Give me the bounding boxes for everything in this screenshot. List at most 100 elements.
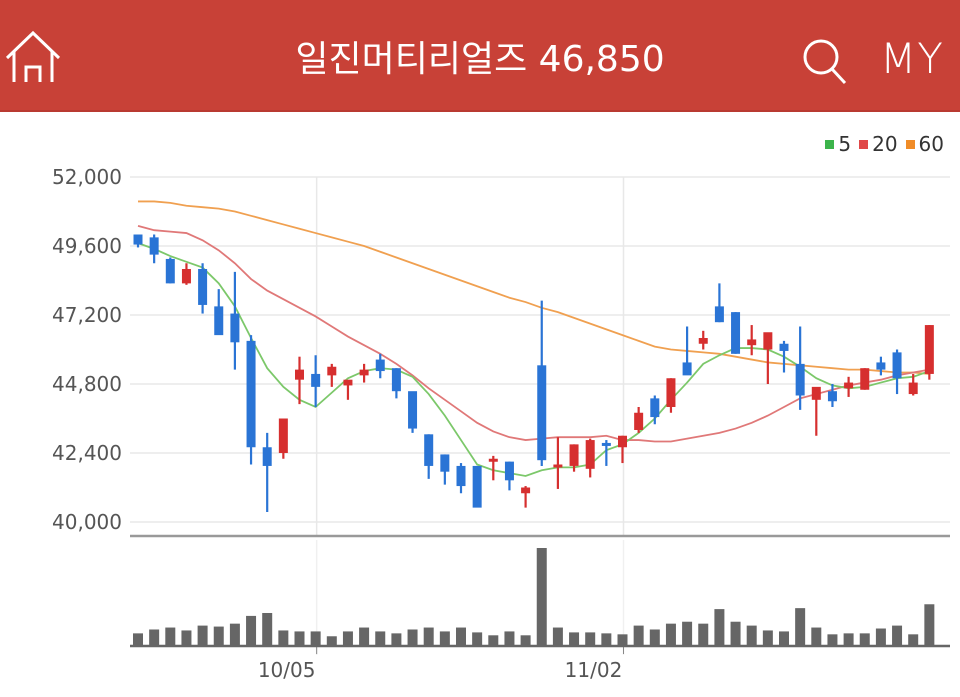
y-axis-label: 44,800 xyxy=(52,372,122,396)
search-icon xyxy=(803,39,847,85)
volume-bar xyxy=(520,635,531,645)
candle[interactable] xyxy=(181,263,191,285)
volume-bar xyxy=(795,608,806,645)
candle[interactable] xyxy=(844,376,854,397)
candle[interactable] xyxy=(585,438,595,478)
volume-bar xyxy=(423,627,434,645)
candle[interactable] xyxy=(731,312,741,354)
volume-bar xyxy=(601,633,612,645)
candle[interactable] xyxy=(278,418,288,459)
candle[interactable] xyxy=(456,463,466,494)
my-button[interactable]: MY xyxy=(880,34,944,83)
volume-bar xyxy=(391,633,402,645)
candle[interactable] xyxy=(391,368,401,399)
volume-bar xyxy=(488,635,499,645)
candle[interactable] xyxy=(133,234,143,248)
volume-bar xyxy=(633,625,644,645)
legend-item-ma60: 60 xyxy=(905,132,944,156)
candle[interactable] xyxy=(327,363,337,387)
candle[interactable] xyxy=(440,454,450,485)
volume-bar xyxy=(908,634,919,645)
page-title: 일진머티리얼즈 46,850 xyxy=(295,39,665,80)
legend-label: 60 xyxy=(918,132,944,156)
volume-bar xyxy=(730,621,741,645)
candle[interactable] xyxy=(569,444,579,472)
candle[interactable] xyxy=(714,283,724,323)
candle[interactable] xyxy=(537,300,547,466)
candle[interactable] xyxy=(747,325,757,356)
legend-item-ma20: 20 xyxy=(859,132,898,156)
volume-bar xyxy=(165,627,176,645)
volume-bar xyxy=(359,627,370,645)
candle[interactable] xyxy=(827,384,837,407)
candle[interactable] xyxy=(924,325,934,380)
candle[interactable] xyxy=(295,356,304,405)
volume-bar xyxy=(294,631,305,645)
volume-bar xyxy=(924,604,935,645)
legend-swatch-ma20 xyxy=(859,139,869,149)
home-button[interactable] xyxy=(4,30,62,86)
search-button[interactable] xyxy=(800,36,850,86)
volume-bar xyxy=(843,633,854,645)
volume-bar xyxy=(213,626,224,645)
legend-label: 5 xyxy=(838,132,852,156)
candle[interactable] xyxy=(521,486,531,508)
candle[interactable] xyxy=(165,257,175,284)
candle[interactable] xyxy=(860,368,870,390)
candle[interactable] xyxy=(343,379,353,400)
candle[interactable] xyxy=(311,355,321,407)
candle[interactable] xyxy=(601,440,611,466)
candle[interactable] xyxy=(149,234,159,264)
y-axis-label: 52,000 xyxy=(52,165,122,189)
candle[interactable] xyxy=(553,437,563,489)
volume-bar xyxy=(827,634,838,645)
volume-bar xyxy=(811,627,822,645)
volume-bar xyxy=(181,630,192,645)
candle[interactable] xyxy=(795,326,805,410)
candle[interactable] xyxy=(198,263,208,314)
candle[interactable] xyxy=(618,435,627,464)
y-axis-label: 47,200 xyxy=(52,303,122,327)
candle[interactable] xyxy=(488,455,498,481)
candle[interactable] xyxy=(214,289,224,336)
y-axis-label: 40,000 xyxy=(52,510,122,534)
candle[interactable] xyxy=(472,465,482,508)
volume-bar xyxy=(246,615,257,645)
volume-bar xyxy=(504,631,515,645)
volume-bar xyxy=(552,627,563,645)
candle[interactable] xyxy=(424,434,434,479)
candle[interactable] xyxy=(634,407,644,433)
volume-bar xyxy=(149,629,160,645)
volume-bar xyxy=(229,623,240,645)
candle[interactable] xyxy=(359,363,369,383)
candle[interactable] xyxy=(504,461,514,491)
candle[interactable] xyxy=(892,349,902,395)
candle[interactable] xyxy=(876,356,886,376)
candle[interactable] xyxy=(408,391,418,433)
candle[interactable] xyxy=(246,335,256,465)
candle[interactable] xyxy=(698,330,708,350)
candle[interactable] xyxy=(230,271,240,370)
candle[interactable] xyxy=(666,378,676,413)
volume-bar xyxy=(456,627,466,645)
candle[interactable] xyxy=(811,386,821,436)
candle[interactable] xyxy=(650,395,660,425)
volume-bar xyxy=(617,634,628,645)
volume-bar xyxy=(278,630,289,645)
volume-bar xyxy=(762,630,773,645)
candle[interactable] xyxy=(908,373,918,396)
candle[interactable] xyxy=(779,340,789,373)
volume-bar xyxy=(665,623,676,645)
volume-bar xyxy=(875,628,886,645)
volume-bar xyxy=(569,632,580,645)
home-icon xyxy=(5,30,61,82)
volume-bar xyxy=(310,631,321,645)
candle[interactable] xyxy=(262,432,272,512)
volume-bar xyxy=(326,636,337,645)
candle[interactable] xyxy=(763,332,773,384)
legend-swatch-ma60 xyxy=(905,139,915,149)
candle[interactable] xyxy=(375,353,385,379)
volume-bar xyxy=(714,609,725,645)
candle[interactable] xyxy=(682,326,692,376)
